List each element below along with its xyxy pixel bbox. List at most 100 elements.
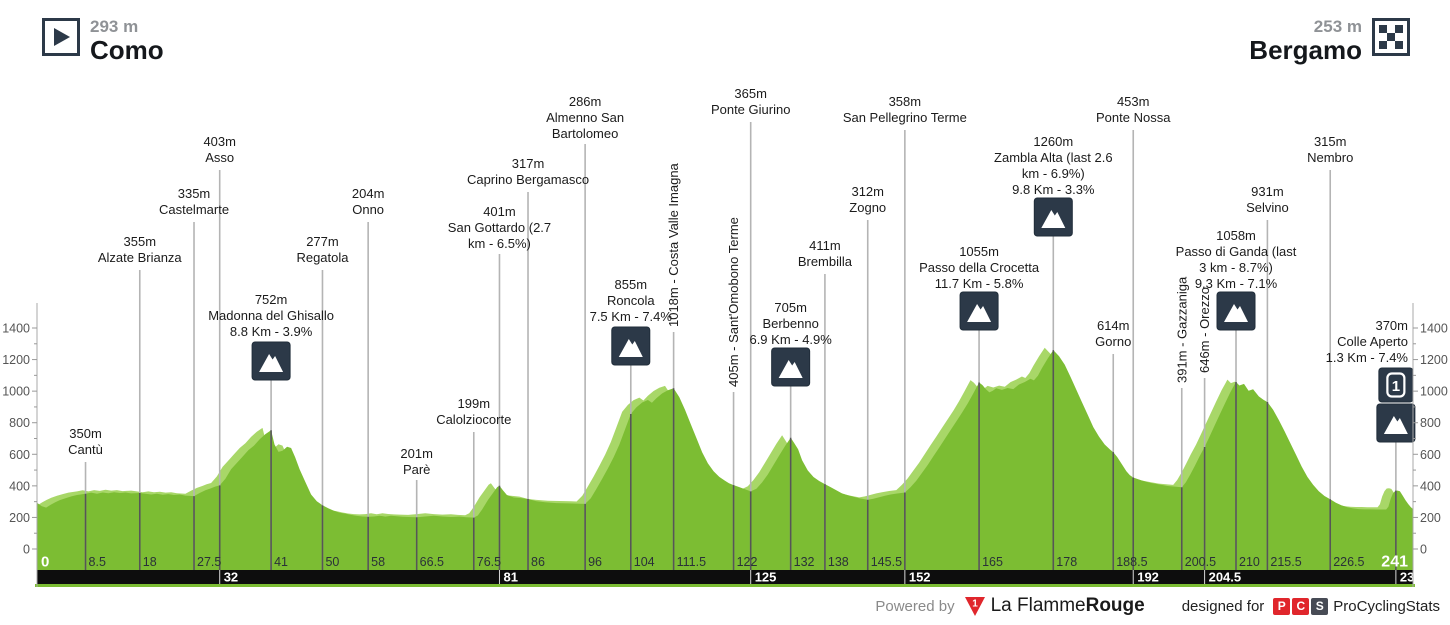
- footer-credits: Powered by 1 La FlammeRouge designed for…: [875, 591, 1440, 621]
- y-axis-label-left: 0: [23, 543, 30, 557]
- place-label: 315m Nembro: [1307, 134, 1353, 165]
- x-tick-label: 111.5: [677, 555, 706, 569]
- place-label-vertical: 1018m - Costa Valle Imagna: [666, 162, 681, 327]
- pcs-logo-icon: P C S: [1273, 597, 1329, 615]
- x-tick-label: 226.5: [1333, 555, 1364, 569]
- x-tick-label: 76.5: [477, 555, 501, 569]
- finish-flag-icon: [1372, 18, 1410, 56]
- y-axis-label-left: 1000: [2, 385, 30, 399]
- y-axis-label-right: 1400: [1420, 322, 1448, 336]
- place-label: 286m Almenno San Bartolomeo: [546, 94, 624, 141]
- start-flag-icon: [42, 18, 80, 56]
- route-profile-chart: 32 81 125 152 192 204.5 238 8.5 18 27.5 41 50 58 66.5…: [2, 86, 1448, 587]
- finish-header: 253 m Bergamo: [1249, 17, 1410, 64]
- place-label: 335m Castelmarte: [159, 186, 229, 217]
- bar-marker-label: 192: [1137, 570, 1159, 585]
- place-label: 411m Brembilla: [798, 238, 853, 269]
- start-elevation: 293 m: [90, 17, 139, 36]
- place-label: 401m San Gottardo (2.7 km - 6.5%): [448, 204, 551, 251]
- start-city: Como: [90, 35, 164, 66]
- place-label: 1058m Passo di Ganda (last 3 km - 8.7%) 9.3…: [1176, 228, 1297, 291]
- la-flamme-rouge-icon: 1: [964, 596, 985, 616]
- mountain-icon: [771, 347, 811, 387]
- mountain-icon: [1376, 403, 1416, 443]
- mountain-icon: [1033, 197, 1073, 237]
- la-flamme-rouge-name: La FlammeRouge: [990, 595, 1145, 616]
- place-label: 1055m Passo della Crocetta 11.7 Km - 5.8%: [919, 244, 1040, 291]
- la-flamme-rouge-link[interactable]: 1 La FlammeRouge: [964, 595, 1145, 617]
- y-axis-label-left: 600: [9, 448, 30, 462]
- place-label: 355m Alzate Brianza: [98, 234, 183, 265]
- procyclingstats-name: ProCyclingStats: [1333, 597, 1440, 615]
- profile-area: [37, 350, 1413, 584]
- place-label: 1260m Zambla Alta (last 2.6 km - 6.9%) 9.8 …: [994, 134, 1113, 197]
- x-tick-label: 132: [794, 555, 815, 569]
- place-label: 201m Parè: [400, 446, 433, 477]
- x-tick-label: 200.5: [1185, 555, 1216, 569]
- y-axis-label-right: 800: [1420, 416, 1441, 430]
- x-tick-label: 145.5: [871, 555, 902, 569]
- place-label-vertical: 405m - Sant'Omobono Terme: [726, 217, 741, 387]
- category-1-icon: 1: [1378, 367, 1414, 403]
- svg-text:1: 1: [972, 598, 978, 609]
- mountain-icon: [611, 326, 651, 366]
- place-label: 931m Selvino: [1246, 184, 1289, 215]
- x-tick-label: 188.5: [1116, 555, 1147, 569]
- place-label: 358m San Pellegrino Terme: [843, 94, 967, 125]
- x-tick-label: 8.5: [89, 555, 106, 569]
- x-tick-label: 86: [531, 555, 545, 569]
- x-tick-label: 138: [828, 555, 849, 569]
- mountain-icon: [251, 341, 291, 381]
- finish-elevation: 253 m: [1313, 17, 1362, 36]
- x-tick-label: 66.5: [420, 555, 444, 569]
- bar-marker-label: 81: [503, 570, 517, 585]
- x-tick-label: 96: [588, 555, 602, 569]
- place-label: 277m Regatola: [296, 234, 349, 265]
- place-label: 403m Asso: [203, 134, 236, 165]
- y-axis-label-left: 1400: [2, 322, 30, 336]
- place-label: 855m Roncola 7.5 Km - 7.4%: [590, 277, 673, 324]
- y-axis-label-left: 1200: [2, 353, 30, 367]
- km-bar-border: [35, 584, 1415, 587]
- svg-text:1: 1: [1392, 378, 1400, 395]
- powered-by-label: Powered by: [875, 597, 955, 615]
- procyclingstats-link[interactable]: P C S ProCyclingStats: [1273, 597, 1440, 615]
- place-label: 317m Caprino Bergamasco: [467, 156, 589, 187]
- y-axis-label-left: 800: [9, 416, 30, 430]
- mountain-icon: [959, 291, 999, 331]
- x-tick-label: 122: [737, 555, 758, 569]
- x-tick-label: 50: [325, 555, 339, 569]
- x-tick-label: 41: [274, 555, 288, 569]
- bar-marker-label: 125: [755, 570, 777, 585]
- x-tick-label: 18: [143, 555, 157, 569]
- place-label: 365m Ponte Giurino: [711, 86, 791, 117]
- place-label: 752m Madonna del Ghisallo 8.8 Km - 3.9%: [208, 292, 334, 339]
- y-axis-label-right: 0: [1420, 543, 1427, 557]
- y-axis-label-right: 1000: [1420, 385, 1448, 399]
- place-label: 204m Onno: [352, 186, 385, 217]
- place-label: 350m Cantù: [68, 426, 103, 457]
- x-tick-label: 165: [982, 555, 1003, 569]
- x-tick-label: 210: [1239, 555, 1260, 569]
- x-tick-label: 27.5: [197, 555, 221, 569]
- mountain-icon: [1216, 291, 1256, 331]
- y-axis-label-left: 400: [9, 479, 30, 493]
- x-tick-label: 104: [634, 555, 655, 569]
- place-label: 199m Calolziocorte: [436, 396, 511, 427]
- x-start-label: 0: [41, 554, 49, 571]
- bar-marker-label: 32: [224, 570, 238, 585]
- bar-marker-label: 238: [1400, 570, 1422, 585]
- y-axis-label-right: 200: [1420, 511, 1441, 525]
- designed-for-label: designed for: [1181, 597, 1265, 615]
- place-label-vertical: 391m - Gazzaniga: [1174, 276, 1189, 383]
- start-header: 293 m Como: [42, 17, 164, 66]
- place-label: 614m Gorno: [1095, 318, 1131, 349]
- place-label: 705m Berbenno 6.9 Km - 4.9%: [749, 300, 832, 347]
- x-tick-label: 58: [371, 555, 385, 569]
- place-label-vertical: 646m - Orezzo: [1197, 287, 1212, 373]
- bar-marker-label: 204.5: [1209, 570, 1242, 585]
- y-axis-label-right: 1200: [1420, 353, 1448, 367]
- x-end-label: 241: [1381, 554, 1408, 571]
- y-axis-label-right: 400: [1420, 479, 1441, 493]
- km-bar: [37, 570, 1413, 584]
